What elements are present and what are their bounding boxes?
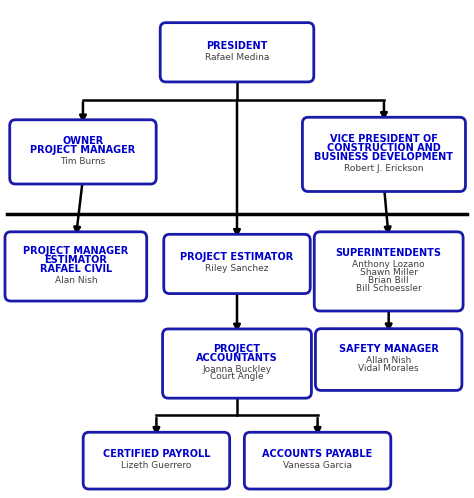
FancyBboxPatch shape — [245, 432, 391, 489]
FancyBboxPatch shape — [160, 22, 314, 82]
Text: ESTIMATOR: ESTIMATOR — [45, 255, 107, 265]
Text: ACCOUNTANTS: ACCOUNTANTS — [196, 353, 278, 363]
Text: Brian Bill: Brian Bill — [368, 276, 409, 285]
Text: Shawn Miller: Shawn Miller — [360, 268, 418, 277]
Text: RAFAEL CIVIL: RAFAEL CIVIL — [40, 264, 112, 274]
FancyBboxPatch shape — [83, 432, 229, 489]
Text: Tim Burns: Tim Burns — [60, 157, 106, 166]
Text: CONSTRUCTION AND: CONSTRUCTION AND — [327, 143, 441, 153]
FancyBboxPatch shape — [316, 329, 462, 390]
Text: Alan Nish: Alan Nish — [55, 276, 97, 285]
Text: PROJECT: PROJECT — [213, 344, 261, 354]
Text: SUPERINTENDENTS: SUPERINTENDENTS — [336, 248, 442, 258]
Text: ACCOUNTS PAYABLE: ACCOUNTS PAYABLE — [263, 449, 373, 459]
Text: PROJECT MANAGER: PROJECT MANAGER — [23, 246, 128, 256]
Text: Vanessa Garcia: Vanessa Garcia — [283, 461, 352, 470]
Text: Vidal Morales: Vidal Morales — [358, 364, 419, 373]
Text: Robert J. Erickson: Robert J. Erickson — [344, 164, 424, 173]
Text: Lizeth Guerrero: Lizeth Guerrero — [121, 461, 191, 470]
Text: BUSINESS DEVELOPMENT: BUSINESS DEVELOPMENT — [314, 152, 454, 162]
FancyBboxPatch shape — [164, 235, 310, 294]
Text: Bill Schoessler: Bill Schoessler — [356, 284, 421, 293]
Text: Riley Sanchez: Riley Sanchez — [205, 264, 269, 273]
Text: Joanna Buckley: Joanna Buckley — [202, 365, 272, 374]
Text: Rafael Medina: Rafael Medina — [205, 53, 269, 62]
Text: Allan Nish: Allan Nish — [366, 356, 411, 365]
Text: OWNER: OWNER — [62, 136, 104, 146]
Text: PRESIDENT: PRESIDENT — [206, 41, 268, 51]
Text: Anthony Lozano: Anthony Lozano — [352, 260, 425, 269]
Text: PROJECT MANAGER: PROJECT MANAGER — [30, 145, 136, 155]
FancyBboxPatch shape — [163, 329, 311, 398]
Text: PROJECT ESTIMATOR: PROJECT ESTIMATOR — [181, 252, 293, 262]
FancyBboxPatch shape — [314, 232, 463, 311]
Text: Court Angle: Court Angle — [210, 373, 264, 381]
FancyBboxPatch shape — [5, 232, 147, 301]
Text: VICE PRESIDENT OF: VICE PRESIDENT OF — [330, 134, 438, 144]
Text: SAFETY MANAGER: SAFETY MANAGER — [339, 344, 438, 354]
FancyBboxPatch shape — [9, 120, 156, 184]
Text: CERTIFIED PAYROLL: CERTIFIED PAYROLL — [103, 449, 210, 459]
FancyBboxPatch shape — [302, 118, 465, 192]
